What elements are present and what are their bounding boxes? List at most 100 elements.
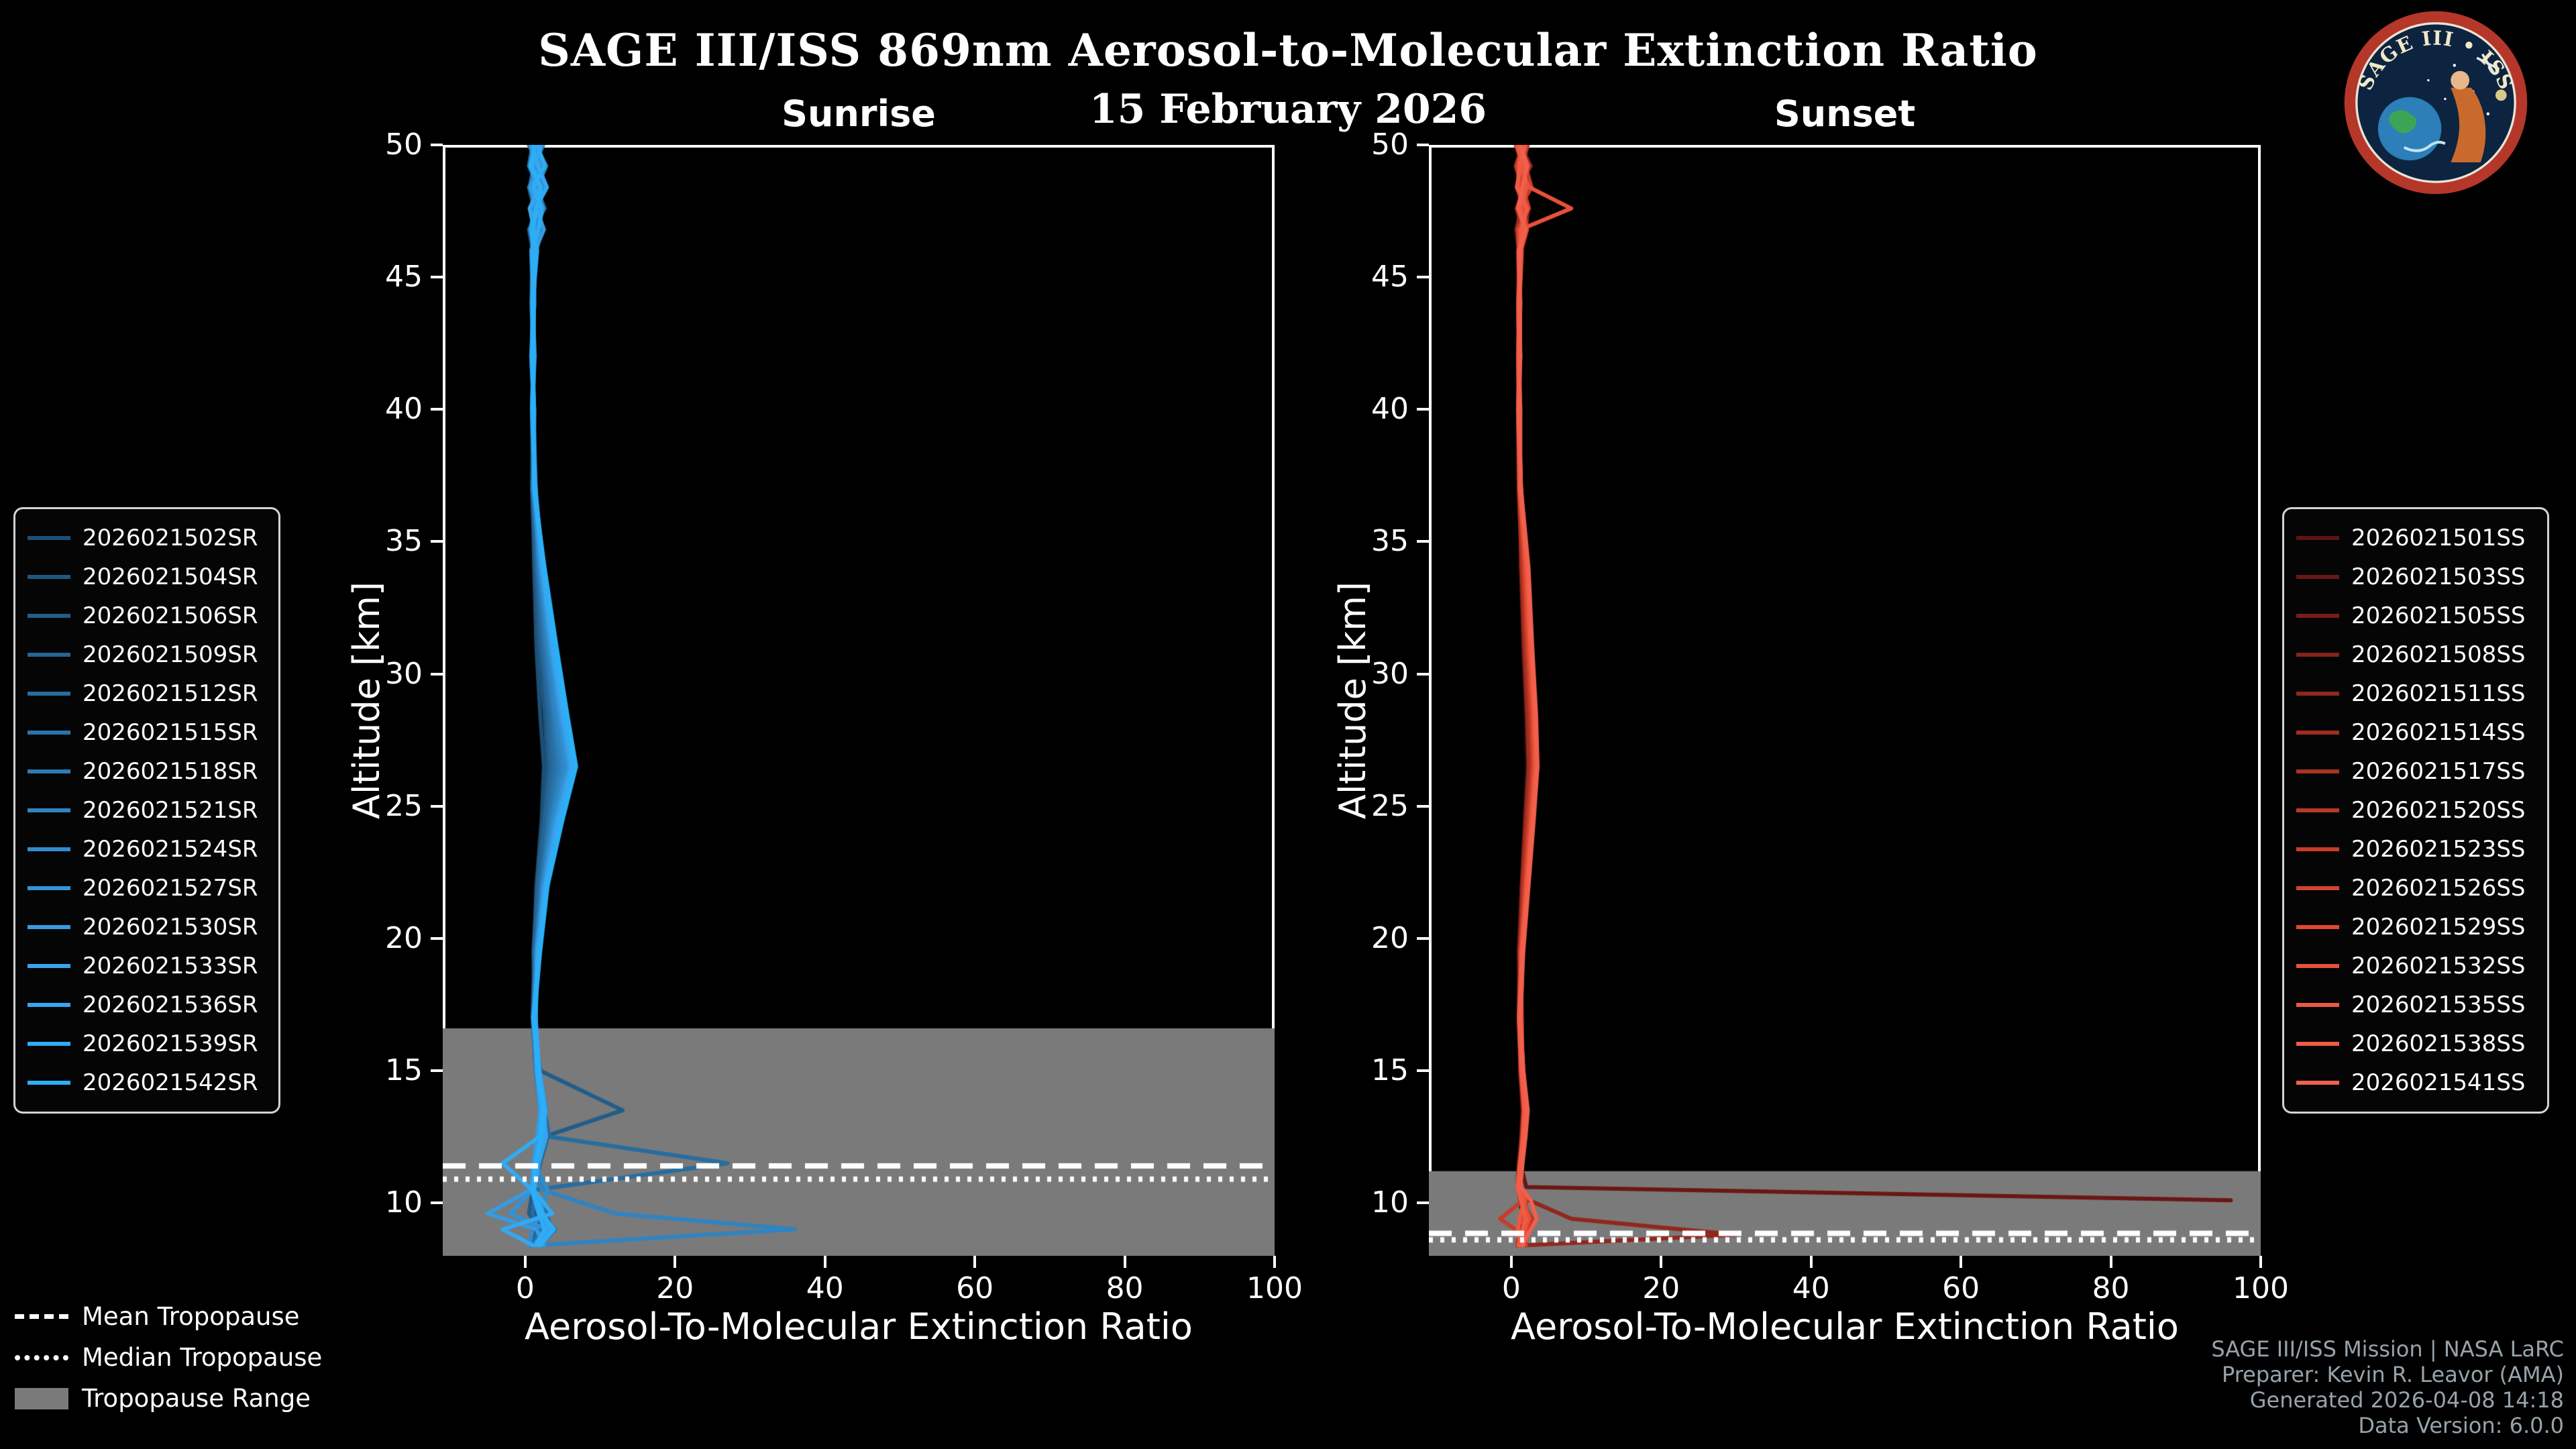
series-line-swatch-icon <box>2296 769 2339 773</box>
legend-item: 2026021503SS <box>2296 557 2535 596</box>
legend-item: 2026021542SR <box>28 1063 266 1102</box>
sunrise-x-axis-label: Aerosol-To-Molecular Extinction Ratio <box>525 1305 1193 1348</box>
y-tick-label: 10 <box>1371 1185 1409 1220</box>
tropopause-range-swatch-icon <box>15 1387 68 1409</box>
x-tick-label: 0 <box>1501 1271 1521 1305</box>
credits-block: SAGE III/ISS Mission | NASA LaRC Prepare… <box>2211 1336 2564 1438</box>
series-line-swatch-icon <box>2296 925 2339 929</box>
y-tick-mark <box>1417 540 1429 543</box>
series-line-swatch-icon <box>28 614 70 618</box>
sunrise-panel: Sunrise Altitude [km] Aerosol-To-Molecul… <box>345 93 1303 1348</box>
x-tick-mark <box>1960 1256 1963 1268</box>
sunrise-legend-list: 2026021502SR 2026021504SR 2026021506SR 2026… <box>28 519 266 1102</box>
series-label: 2026021520SS <box>2351 797 2526 824</box>
x-tick-label: 80 <box>2092 1271 2130 1305</box>
legend-item: 2026021536SR <box>28 985 266 1024</box>
series-line-swatch-icon <box>28 847 70 851</box>
legend-item: 2026021506SR <box>28 596 266 635</box>
y-tick-mark <box>431 144 443 146</box>
series-line-swatch-icon <box>28 964 70 968</box>
legend-item: 2026021521SR <box>28 791 266 830</box>
mean-tropopause-dashed-line-icon <box>15 1314 68 1319</box>
series-line-swatch-icon <box>2296 731 2339 735</box>
y-tick-label: 50 <box>1371 127 1409 162</box>
legend-item: 2026021504SR <box>28 557 266 596</box>
y-tick-mark <box>1417 144 1429 146</box>
series-label: 2026021536SR <box>83 991 258 1018</box>
logo-earth-cloud <box>2403 140 2446 152</box>
x-tick-label: 100 <box>1246 1271 1303 1305</box>
x-tick-label: 40 <box>806 1271 844 1305</box>
series-line-swatch-icon <box>28 536 70 540</box>
sunset-x-axis-label: Aerosol-To-Molecular Extinction Ratio <box>1511 1305 2179 1348</box>
median-tropopause-legend-item: Median Tropopause <box>15 1337 322 1378</box>
series-line-swatch-icon <box>28 769 70 773</box>
legend-item: 2026021505SS <box>2296 596 2535 635</box>
sunrise-panel-title: Sunrise <box>782 93 936 135</box>
y-tick-mark <box>431 1069 443 1072</box>
x-tick-label: 40 <box>1792 1271 1830 1305</box>
legend-item: 2026021508SS <box>2296 635 2535 674</box>
sunset-panel-title: Sunset <box>1774 93 1916 135</box>
x-tick-label: 100 <box>2233 1271 2289 1305</box>
y-tick-label: 20 <box>1371 920 1409 955</box>
legend-item: 2026021520SS <box>2296 791 2535 830</box>
y-tick-label: 35 <box>385 524 423 559</box>
legend-item: 2026021532SS <box>2296 947 2535 985</box>
legend-item: 2026021530SR <box>28 908 266 947</box>
legend-item: 2026021509SR <box>28 635 266 674</box>
series-label: 2026021502SR <box>83 525 258 551</box>
page-title: SAGE III/ISS 869nm Aerosol-to-Molecular … <box>538 24 2038 76</box>
y-tick-label: 30 <box>385 656 423 691</box>
tropopause-legend: Mean Tropopause Median Tropopause Tropop… <box>15 1296 322 1419</box>
y-tick-label: 10 <box>385 1185 423 1220</box>
series-label: 2026021505SS <box>2351 602 2526 629</box>
series-line-swatch-icon <box>28 692 70 696</box>
series-label: 2026021524SR <box>83 836 258 863</box>
series-label: 2026021532SS <box>2351 953 2526 979</box>
y-tick-mark <box>1417 672 1429 676</box>
series-label: 2026021533SR <box>83 953 258 979</box>
series-line-swatch-icon <box>2296 692 2339 696</box>
series-line-swatch-icon <box>2296 1042 2339 1046</box>
series-line-swatch-icon <box>2296 1003 2339 1007</box>
x-tick-mark <box>1123 1256 1126 1268</box>
x-tick-mark <box>973 1256 977 1268</box>
y-tick-mark <box>1417 1069 1429 1072</box>
y-tick-mark <box>431 672 443 676</box>
y-tick-mark <box>431 408 443 411</box>
legend-item: 2026021518SR <box>28 752 266 791</box>
series-line-swatch-icon <box>2296 964 2339 968</box>
legend-item: 2026021541SS <box>2296 1063 2535 1102</box>
legend-item: 2026021539SR <box>28 1024 266 1063</box>
tropopause-range-label: Tropopause Range <box>82 1384 311 1413</box>
page-date: 15 February 2026 <box>1089 86 1487 133</box>
x-tick-label: 20 <box>656 1271 694 1305</box>
legend-item: 2026021511SS <box>2296 674 2535 713</box>
sunrise-legend: 2026021502SR 2026021504SR 2026021506SR 2026… <box>13 507 280 1114</box>
legend-item: 2026021538SS <box>2296 1024 2535 1063</box>
series-label: 2026021514SS <box>2351 719 2526 746</box>
series-line-swatch-icon <box>2296 614 2339 618</box>
legend-item: 2026021523SS <box>2296 830 2535 869</box>
x-tick-label: 20 <box>1642 1271 1680 1305</box>
y-tick-mark <box>1417 276 1429 279</box>
x-tick-mark <box>1809 1256 1813 1268</box>
y-tick-mark <box>431 936 443 940</box>
series-line-swatch-icon <box>2296 1081 2339 1085</box>
sunset-legend: 2026021501SS 2026021503SS 2026021505SS 2026… <box>2282 507 2549 1114</box>
series-line-swatch-icon <box>2296 536 2339 540</box>
x-tick-label: 60 <box>956 1271 994 1305</box>
x-tick-label: 60 <box>1942 1271 1980 1305</box>
logo-figure <box>2451 87 2486 162</box>
series-label: 2026021501SS <box>2351 525 2526 551</box>
credits-generated-line: Generated 2026-04-08 14:18 <box>2249 1387 2564 1413</box>
series-label: 2026021517SS <box>2351 758 2526 785</box>
logo-figure-head <box>2451 70 2470 90</box>
logo-moon-icon <box>2495 89 2507 101</box>
series-label: 2026021530SR <box>83 914 258 941</box>
mean-tropopause-label: Mean Tropopause <box>82 1302 300 1331</box>
y-tick-label: 20 <box>385 920 423 955</box>
logo-stars <box>2427 64 2490 123</box>
credits-preparer-line: Preparer: Kevin R. Leavor (AMA) <box>2221 1362 2564 1387</box>
